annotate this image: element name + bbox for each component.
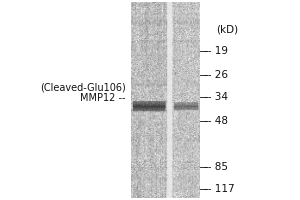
Text: MMP12 --: MMP12 -- bbox=[80, 93, 126, 103]
Text: (kD): (kD) bbox=[216, 24, 238, 34]
Text: -- 19: -- 19 bbox=[204, 46, 228, 56]
Text: -- 26: -- 26 bbox=[204, 70, 228, 80]
Text: -- 48: -- 48 bbox=[204, 116, 228, 126]
Text: -- 34: -- 34 bbox=[204, 92, 228, 102]
Text: -- 117: -- 117 bbox=[204, 184, 235, 194]
Text: -- 85: -- 85 bbox=[204, 162, 228, 172]
Text: (Cleaved-Glu106): (Cleaved-Glu106) bbox=[40, 82, 126, 92]
